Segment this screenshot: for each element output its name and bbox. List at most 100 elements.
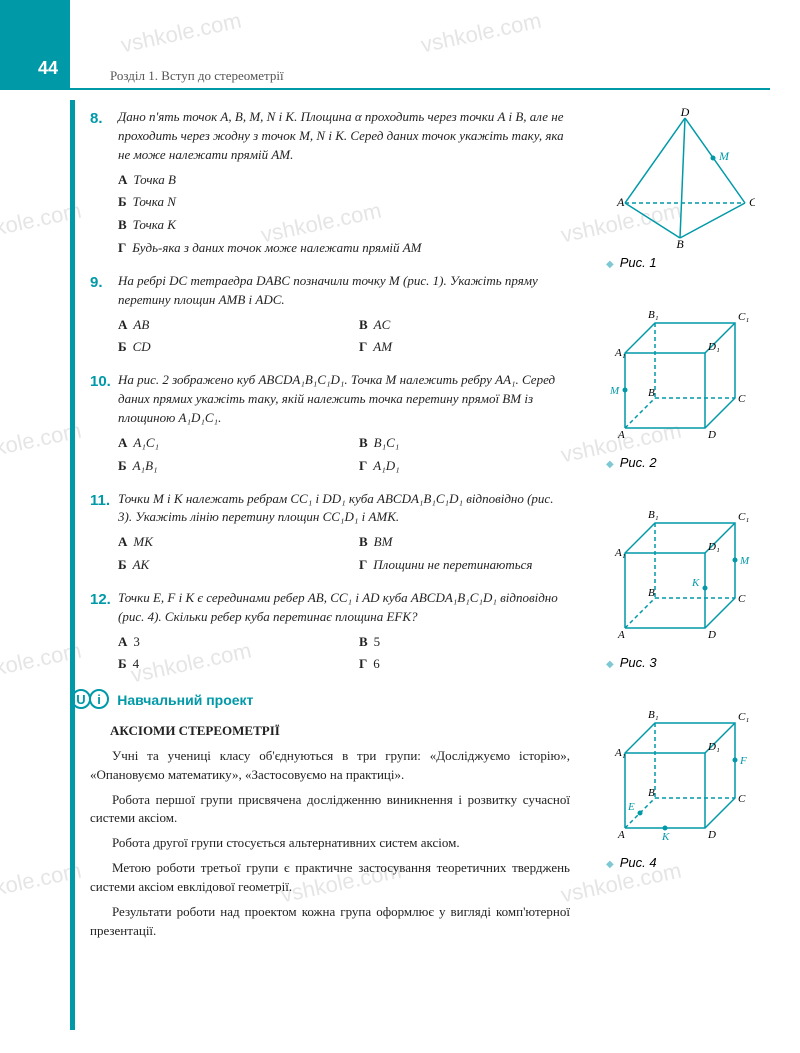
figure-4: A₁ B₁ C₁ D₁ A B C D E F K Рис. 4 (590, 698, 770, 870)
content-column: 8. Дано п'ять точок A, B, M, N і K. Площ… (90, 108, 570, 947)
tetrahedron-diagram: D A C B M (605, 108, 755, 248)
answer-option: БCD (118, 338, 329, 357)
answer-option: ВТочка K (118, 216, 570, 235)
answer-option: Г6 (359, 655, 570, 674)
problem-9: 9. На ребрі DC тетраедра DABC позначили … (90, 272, 570, 357)
cube-diagram: A₁ B₁ C₁ D₁ A B C D E F K (600, 698, 760, 848)
project-section: U i Навчальний проект АКСІОМИ СТЕРЕОМЕТР… (70, 688, 570, 940)
problem-text: На ребрі DC тетраедра DABC позначили точ… (118, 273, 538, 307)
page-tab (0, 0, 70, 90)
figures-column: D A C B M Рис. 1 A₁ B₁ C₁ D₁ A B (590, 108, 770, 898)
problem-number: 12. (90, 589, 111, 611)
page-number: 44 (38, 58, 58, 79)
svg-text:A: A (617, 629, 625, 641)
figure-caption: Рис. 4 (590, 855, 770, 870)
svg-text:C₁: C₁ (738, 311, 749, 323)
figure-3: A₁ B₁ C₁ D₁ A B C D M K Рис. 3 (590, 498, 770, 670)
svg-text:C: C (738, 793, 746, 805)
answer-option: БТочка N (118, 193, 570, 212)
problem-text: Точки M і K належать ребрам CC₁ і DD₁ ку… (118, 491, 553, 525)
problem-number: 10. (90, 371, 111, 393)
svg-text:M: M (718, 149, 730, 163)
figure-caption: Рис. 1 (590, 255, 770, 270)
svg-text:D: D (707, 629, 716, 641)
answer-option: ГПлощини не перетинаються (359, 556, 570, 575)
cube-diagram: A₁ B₁ C₁ D₁ A B C D M (600, 298, 760, 448)
svg-text:B₁: B₁ (648, 709, 659, 721)
answers-list: А3 В5 Б4 Г6 (118, 633, 570, 675)
svg-text:A₁: A₁ (614, 747, 626, 759)
svg-text:C₁: C₁ (738, 711, 749, 723)
svg-text:B: B (648, 587, 655, 599)
answer-option: ВBM (359, 533, 570, 552)
svg-text:K: K (661, 831, 670, 843)
figure-caption: Рис. 2 (590, 455, 770, 470)
svg-text:D: D (680, 108, 690, 119)
svg-text:D: D (707, 829, 716, 841)
answer-option: ВAC (359, 316, 570, 335)
project-paragraph: Учні та учениці класу об'єднуються в три… (90, 747, 570, 785)
svg-text:D₁: D₁ (707, 541, 720, 553)
svg-text:A₁: A₁ (614, 347, 626, 359)
figure-caption: Рис. 3 (590, 655, 770, 670)
answer-option: АAB (118, 316, 329, 335)
cube-diagram: A₁ B₁ C₁ D₁ A B C D M K (600, 498, 760, 648)
figure-1: D A C B M Рис. 1 (590, 108, 770, 270)
answer-option: В5 (359, 633, 570, 652)
answer-option: БAK (118, 556, 329, 575)
svg-text:A₁: A₁ (614, 547, 626, 559)
project-heading: Навчальний проект (117, 692, 253, 708)
svg-text:M: M (609, 385, 620, 397)
problem-8: 8. Дано п'ять точок A, B, M, N і K. Площ… (90, 108, 570, 258)
answer-option: БA₁B₁ (118, 457, 329, 476)
answer-option: ГA₁D₁ (359, 457, 570, 476)
svg-text:B: B (648, 787, 655, 799)
header-rule (70, 88, 770, 90)
svg-text:A: A (617, 429, 625, 441)
svg-text:C: C (738, 393, 746, 405)
figure-2: A₁ B₁ C₁ D₁ A B C D M Рис. 2 (590, 298, 770, 470)
svg-text:A: A (617, 829, 625, 841)
answers-list: АТочка B БТочка N ВТочка K ГБудь-яка з д… (118, 171, 570, 258)
svg-text:B: B (676, 237, 684, 248)
watermark: vshkole.com (419, 8, 544, 59)
svg-text:i: i (97, 692, 101, 707)
answer-option: ГБудь-яка з даних точок може належати пр… (118, 239, 570, 258)
answer-option: ВB₁C₁ (359, 434, 570, 453)
answers-list: АA₁C₁ ВB₁C₁ БA₁B₁ ГA₁D₁ (118, 434, 570, 476)
svg-text:A: A (616, 195, 625, 209)
answer-option: АMK (118, 533, 329, 552)
svg-text:D₁: D₁ (707, 341, 720, 353)
svg-text:B: B (648, 387, 655, 399)
svg-text:K: K (691, 577, 700, 589)
svg-text:B₁: B₁ (648, 509, 659, 521)
svg-text:D₁: D₁ (707, 741, 720, 753)
problem-text: Точки E, F і K є серединами ребер AB, CC… (118, 590, 558, 624)
problem-number: 9. (90, 272, 103, 294)
svg-text:D: D (707, 429, 716, 441)
answer-option: АA₁C₁ (118, 434, 329, 453)
project-title: АКСІОМИ СТЕРЕОМЕТРІЇ (110, 722, 570, 741)
problem-12: 12. Точки E, F і K є серединами ребер AB… (90, 589, 570, 674)
project-paragraph: Метою роботи третьої групи є практичне з… (90, 859, 570, 897)
answer-option: ГAM (359, 338, 570, 357)
answers-list: АMK ВBM БAK ГПлощини не перетинаються (118, 533, 570, 575)
svg-text:C: C (738, 593, 746, 605)
svg-text:F: F (739, 755, 747, 767)
svg-text:B₁: B₁ (648, 309, 659, 321)
project-paragraph: Робота другої групи стосується альтернат… (90, 834, 570, 853)
svg-text:E: E (627, 801, 635, 813)
watermark: vshkole.com (119, 8, 244, 59)
svg-text:M: M (739, 555, 750, 567)
answer-option: А3 (118, 633, 329, 652)
problem-11: 11. Точки M і K належать ребрам CC₁ і DD… (90, 490, 570, 575)
problem-text: На рис. 2 зображено куб ABCDA₁B₁C₁D₁. То… (118, 372, 555, 425)
svg-text:U: U (76, 692, 85, 707)
problem-number: 11. (90, 490, 110, 512)
answer-option: АТочка B (118, 171, 570, 190)
project-icon: U i (70, 688, 110, 716)
answers-list: АAB ВAC БCD ГAM (118, 316, 570, 358)
answer-option: Б4 (118, 655, 329, 674)
svg-text:C₁: C₁ (738, 511, 749, 523)
section-header: Розділ 1. Вступ до стереометрії (110, 68, 284, 84)
